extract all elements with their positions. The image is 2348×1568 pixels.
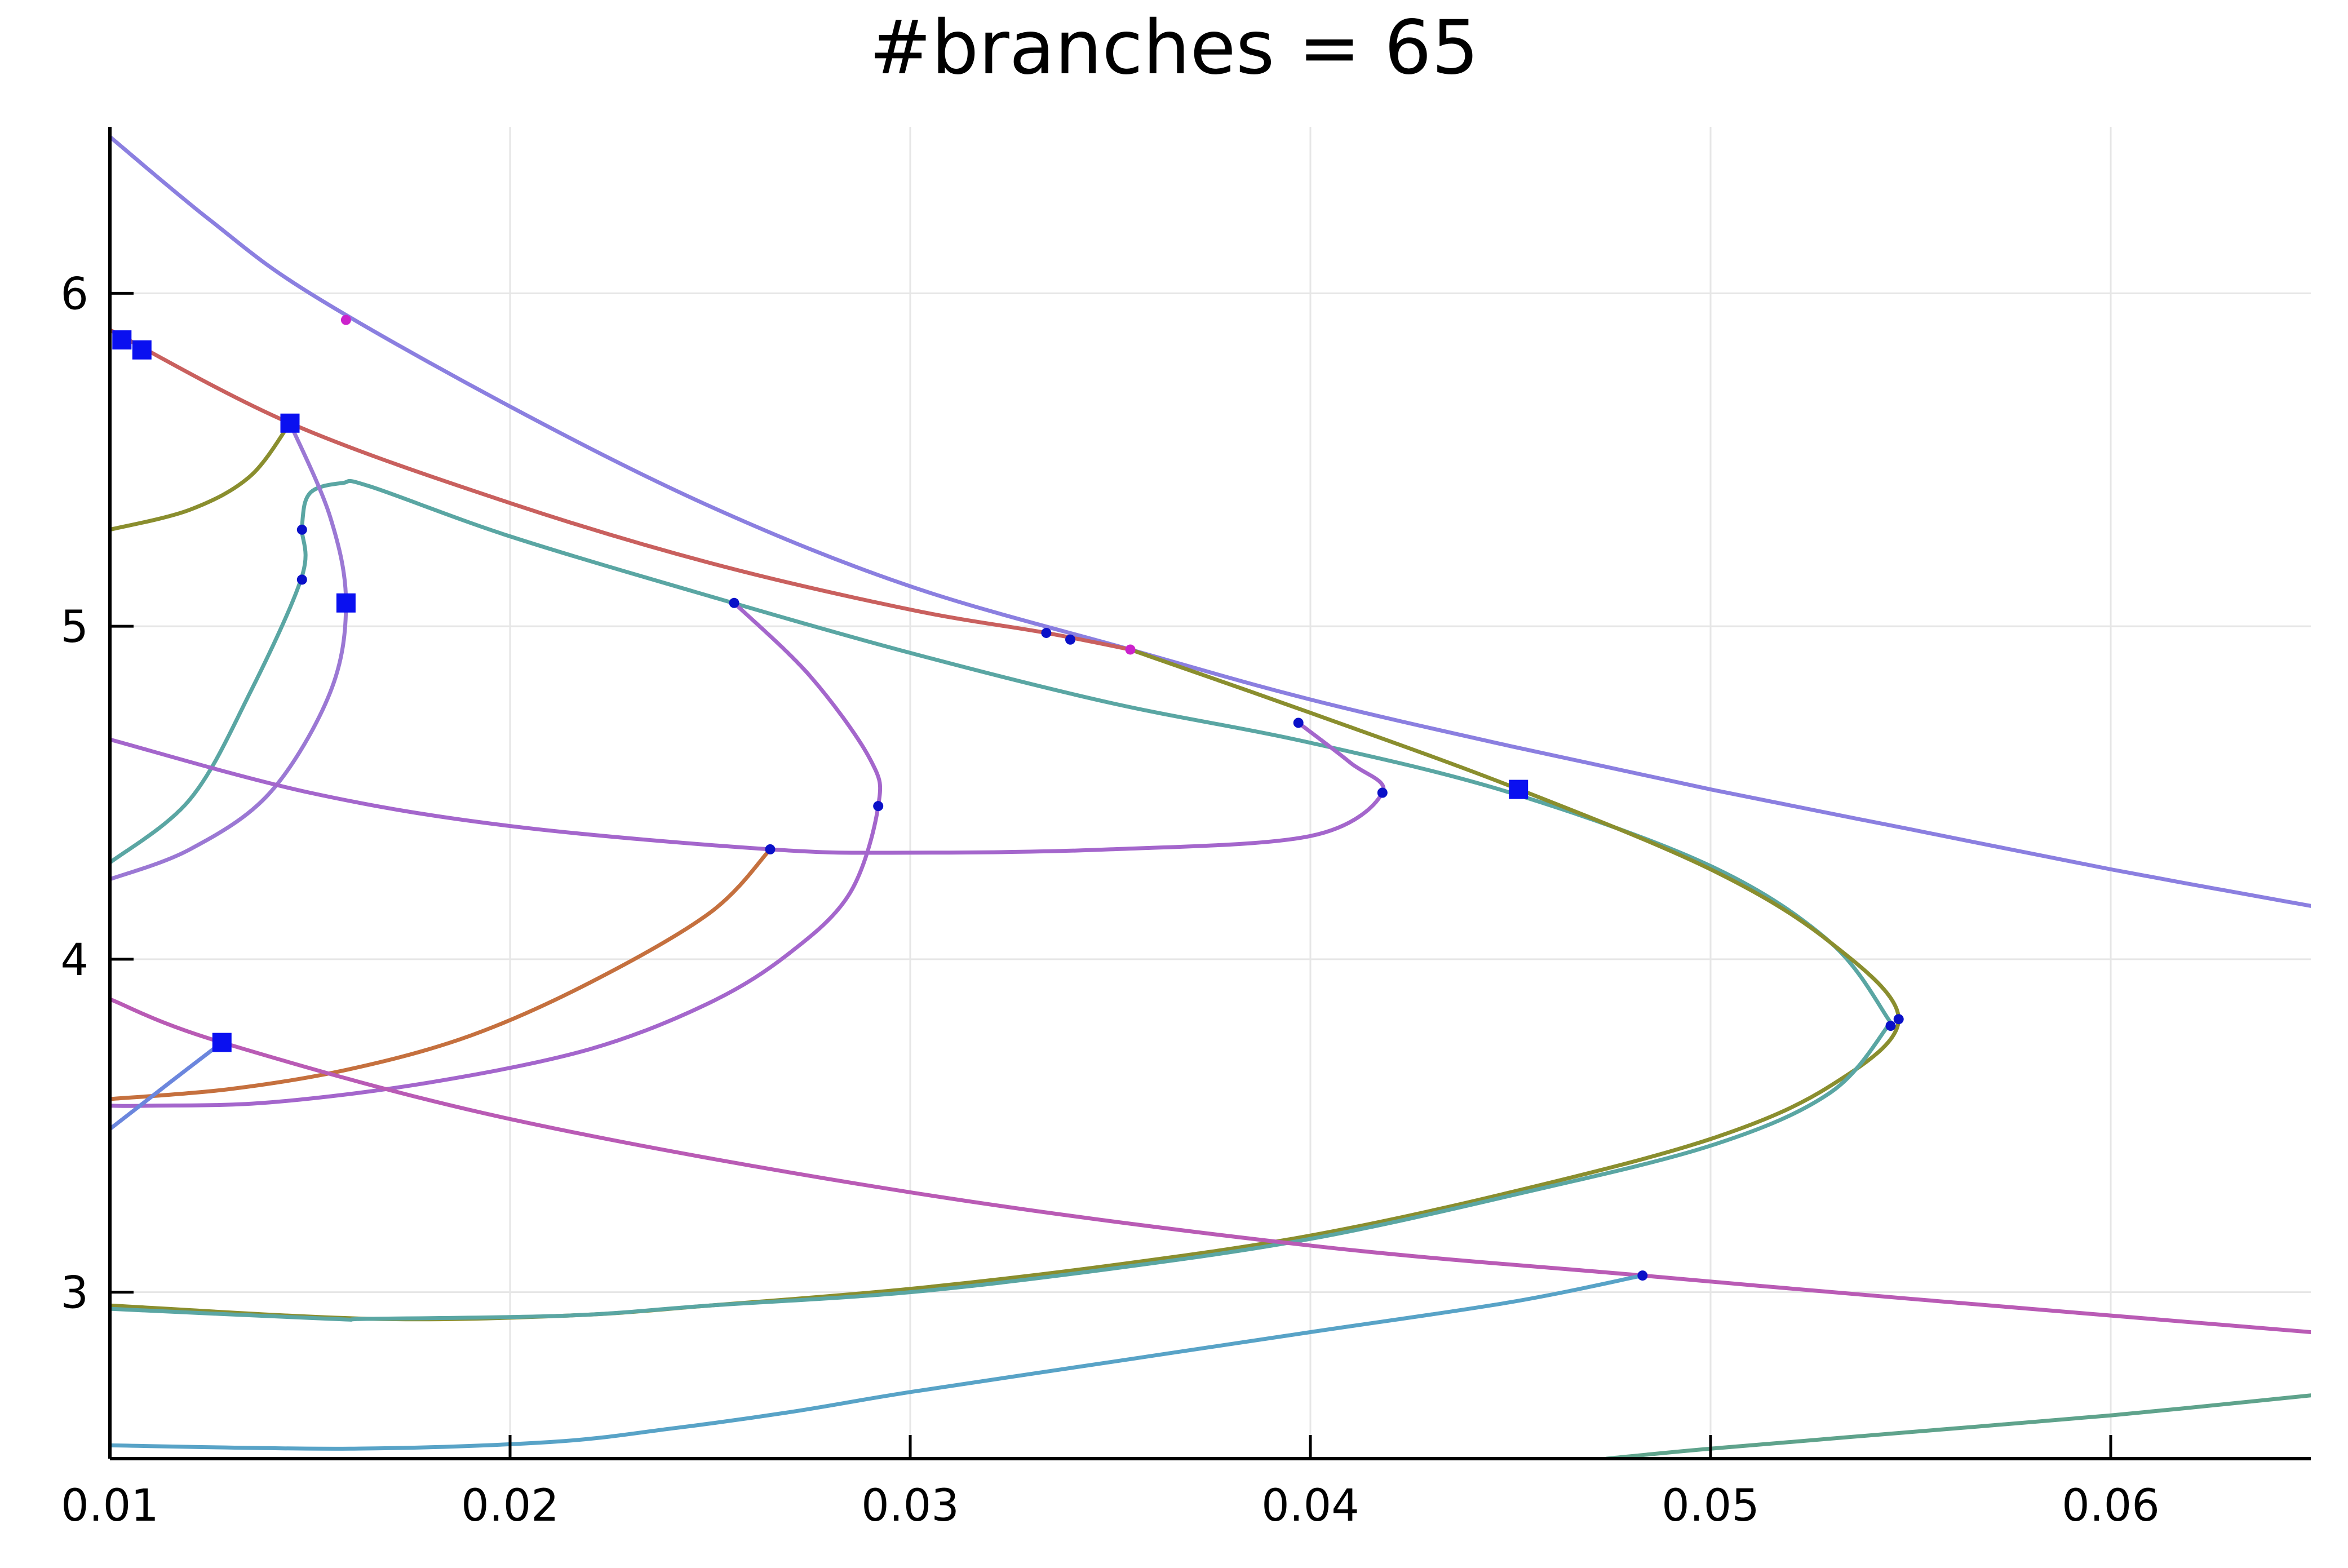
special-point-marker bbox=[1125, 644, 1136, 655]
branch-point-marker bbox=[1065, 634, 1075, 645]
special-point-marker bbox=[340, 315, 351, 325]
series-line-10 bbox=[110, 1020, 1893, 1322]
y-tick-label: 6 bbox=[60, 269, 88, 320]
chart-title: #branches = 65 bbox=[869, 5, 1479, 91]
series-line-14 bbox=[1604, 1393, 2311, 1459]
x-tick-label: 0.05 bbox=[1662, 1481, 1760, 1531]
branch-point-marker bbox=[765, 844, 776, 854]
branch-point-marker bbox=[296, 524, 307, 535]
x-tick-label: 0.06 bbox=[2062, 1481, 2160, 1531]
bifurcation-square-marker bbox=[212, 1033, 232, 1052]
bifurcation-square-marker bbox=[336, 593, 356, 613]
series-line-7 bbox=[110, 720, 1386, 855]
branch-point-marker bbox=[1377, 787, 1388, 798]
bifurcation-square-marker bbox=[112, 330, 132, 350]
x-tick-label: 0.03 bbox=[861, 1481, 959, 1531]
series-line-6 bbox=[110, 601, 883, 1108]
bifurcation-square-marker bbox=[132, 340, 152, 360]
series-line-13 bbox=[110, 1273, 1645, 1451]
branch-point-marker bbox=[729, 597, 739, 608]
series-line-1 bbox=[110, 135, 2311, 908]
branch-point-marker bbox=[1893, 1014, 1904, 1025]
series-line-12 bbox=[110, 1040, 224, 1131]
x-tick-label: 0.01 bbox=[61, 1481, 159, 1531]
branch-point-marker bbox=[1637, 1270, 1648, 1281]
series-line-11 bbox=[110, 997, 2311, 1335]
series-line-4 bbox=[110, 479, 1893, 1025]
y-tick-label: 5 bbox=[60, 602, 88, 653]
series-line-5 bbox=[110, 421, 348, 882]
series-line-2 bbox=[110, 327, 1132, 652]
x-tick-label: 0.04 bbox=[1261, 1481, 1359, 1531]
branch-point-marker bbox=[296, 574, 307, 585]
branch-point-marker bbox=[1293, 717, 1304, 728]
y-tick-label: 3 bbox=[60, 1268, 88, 1319]
bifurcation-square-marker bbox=[280, 413, 300, 433]
series-line-8 bbox=[110, 847, 772, 1101]
branch-point-marker bbox=[873, 801, 884, 812]
series-line-9 bbox=[110, 647, 1901, 1322]
branch-point-marker bbox=[1885, 1021, 1896, 1031]
bifurcation-square-marker bbox=[1509, 779, 1529, 799]
series-line-3 bbox=[110, 421, 292, 532]
branch-point-marker bbox=[1041, 627, 1052, 638]
y-tick-label: 4 bbox=[60, 935, 88, 986]
x-tick-label: 0.02 bbox=[461, 1481, 559, 1531]
